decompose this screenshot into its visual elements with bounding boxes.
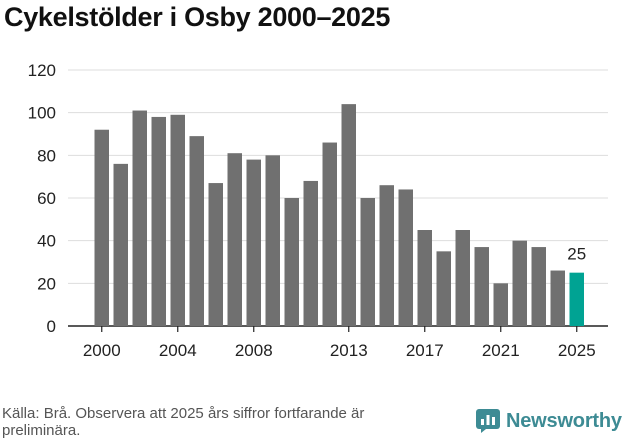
bar-2013[interactable] bbox=[341, 104, 357, 326]
bar-2007[interactable] bbox=[227, 153, 243, 326]
bar-2006[interactable] bbox=[208, 183, 224, 326]
x-tick-label: 2008 bbox=[235, 341, 273, 360]
bars bbox=[94, 104, 585, 327]
y-tick-label: 0 bbox=[47, 317, 56, 336]
bar-2004[interactable] bbox=[170, 114, 186, 326]
source-note: Källa: Brå. Observera att 2025 års siffr… bbox=[2, 405, 365, 439]
bar-2009[interactable] bbox=[265, 155, 281, 326]
bar-2002[interactable] bbox=[132, 110, 148, 327]
bar-2019[interactable] bbox=[455, 230, 471, 326]
x-tick-label: 2017 bbox=[406, 341, 444, 360]
bar-2012[interactable] bbox=[322, 142, 338, 326]
bar-2001[interactable] bbox=[113, 163, 129, 326]
x-tick-label: 2021 bbox=[482, 341, 520, 360]
bar-2014[interactable] bbox=[360, 198, 376, 326]
bar-2025[interactable] bbox=[569, 272, 585, 326]
x-axis-ticks bbox=[101, 326, 578, 332]
x-tick-label: 2004 bbox=[159, 341, 197, 360]
y-axis-labels: 0 20 40 60 80 100 120 bbox=[28, 61, 56, 336]
bar-2024[interactable] bbox=[550, 270, 566, 326]
bar-2016[interactable] bbox=[398, 189, 414, 326]
bar-2022[interactable] bbox=[512, 240, 528, 326]
bar-chart: 0 20 40 60 80 100 120 2000 2004 2008 2013 2017 2021… bbox=[28, 61, 608, 360]
data-label-2025: 25 bbox=[567, 245, 586, 264]
bar-2021[interactable] bbox=[493, 283, 509, 326]
y-tick-label: 120 bbox=[28, 61, 56, 80]
y-tick-label: 40 bbox=[37, 232, 56, 251]
x-tick-label: 2000 bbox=[83, 341, 121, 360]
bar-2015[interactable] bbox=[379, 185, 395, 326]
bar-2023[interactable] bbox=[531, 247, 547, 326]
bar-2008[interactable] bbox=[246, 159, 262, 326]
bar-2011[interactable] bbox=[303, 180, 319, 326]
bar-2003[interactable] bbox=[151, 116, 167, 326]
x-axis-labels: 2000 2004 2008 2013 2017 2021 2025 bbox=[83, 341, 596, 360]
brand-name: Newsworthy bbox=[506, 409, 622, 432]
y-tick-label: 80 bbox=[37, 146, 56, 165]
y-tick-label: 60 bbox=[37, 189, 56, 208]
brand-logo[interactable]: Newsworthy bbox=[476, 409, 622, 433]
bar-2005[interactable] bbox=[189, 136, 205, 326]
bar-2020[interactable] bbox=[474, 247, 490, 326]
y-tick-label: 100 bbox=[28, 104, 56, 123]
bar-2010[interactable] bbox=[284, 198, 300, 326]
bar-2017[interactable] bbox=[417, 230, 433, 326]
newsworthy-logo-icon bbox=[476, 409, 500, 433]
annotations: 25 bbox=[567, 245, 586, 264]
chart-title: Cykelstölder i Osby 2000–2025 bbox=[4, 2, 391, 32]
x-tick-label: 2025 bbox=[558, 341, 596, 360]
bar-2018[interactable] bbox=[436, 251, 452, 326]
x-tick-label: 2013 bbox=[330, 341, 368, 360]
y-tick-label: 20 bbox=[37, 274, 56, 293]
bar-2000[interactable] bbox=[94, 129, 110, 326]
